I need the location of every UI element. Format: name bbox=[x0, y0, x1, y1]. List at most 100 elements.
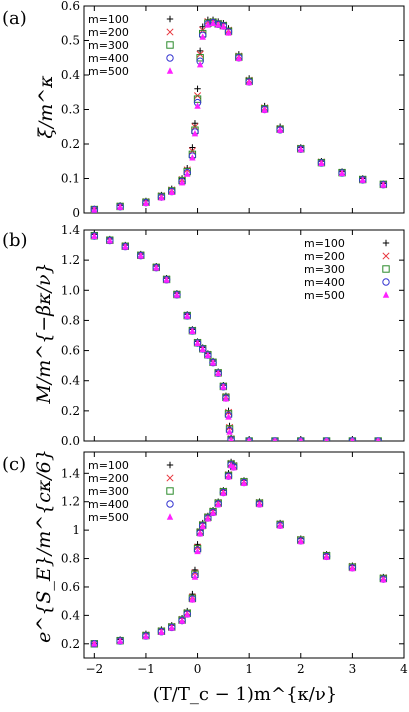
series-m-500 bbox=[91, 461, 387, 647]
x-tick-label: 4 bbox=[400, 662, 408, 676]
data-point bbox=[214, 21, 222, 28]
data-point bbox=[220, 383, 227, 390]
y-tick-label: 0.2 bbox=[61, 637, 80, 651]
legend-entry-marker bbox=[166, 461, 174, 469]
data-point bbox=[168, 624, 175, 631]
data-point bbox=[199, 33, 206, 40]
x-axis-label: (T/T_c − 1)m^{κ/ν} bbox=[153, 684, 338, 705]
data-point bbox=[116, 637, 124, 644]
legend-entry-marker bbox=[382, 252, 390, 260]
data-point bbox=[184, 610, 191, 618]
data-point bbox=[191, 120, 199, 127]
y-tick-label: 1.2 bbox=[61, 253, 80, 267]
panel-c-label: (c) bbox=[2, 454, 26, 475]
legend-entry-label: m=300 bbox=[88, 39, 129, 52]
data-point bbox=[106, 237, 114, 244]
y-tick-label: 0.2 bbox=[61, 137, 80, 151]
panel-a-y-axis-label: ξ/m^κ bbox=[35, 75, 57, 139]
data-point bbox=[349, 564, 356, 572]
data-point bbox=[376, 437, 381, 441]
data-point bbox=[168, 188, 175, 195]
legend-entry-marker bbox=[166, 487, 174, 495]
data-point bbox=[184, 170, 191, 177]
legend-entry-label: m=200 bbox=[88, 472, 129, 485]
data-point bbox=[297, 537, 304, 545]
legend-entry-label: m=500 bbox=[88, 65, 129, 78]
legend-entry-marker bbox=[382, 265, 390, 273]
data-point bbox=[350, 437, 355, 441]
data-point bbox=[338, 169, 346, 177]
data-point bbox=[214, 500, 222, 508]
y-tick-label: 0.4 bbox=[61, 374, 80, 388]
data-point bbox=[220, 489, 227, 496]
legend-entry-label: m=300 bbox=[304, 263, 345, 276]
data-point bbox=[228, 436, 234, 441]
data-point bbox=[122, 243, 129, 250]
data-point bbox=[178, 178, 186, 186]
panel-a: (a) ξ/m^κ 00.10.20.30.40.50.6m=100m=200m… bbox=[2, 0, 405, 220]
data-point bbox=[91, 640, 98, 647]
y-tick-label: 0 bbox=[72, 206, 80, 220]
data-point bbox=[189, 596, 196, 603]
legend-entry-marker bbox=[166, 474, 174, 482]
series-m-500 bbox=[91, 19, 387, 213]
y-tick-label: 0.8 bbox=[61, 313, 80, 327]
data-point bbox=[225, 413, 232, 420]
data-points bbox=[90, 231, 382, 441]
data-point bbox=[158, 194, 165, 201]
series-m-500 bbox=[91, 232, 381, 441]
legend-entry-label: m=200 bbox=[304, 250, 345, 263]
y-tick-label: 1.0 bbox=[61, 283, 80, 297]
x-tick-label: −1 bbox=[137, 662, 155, 676]
data-point bbox=[359, 176, 366, 183]
y-tick-label: 1.4 bbox=[61, 466, 80, 480]
data-point bbox=[225, 29, 232, 36]
data-point bbox=[226, 428, 233, 435]
data-points bbox=[90, 16, 388, 213]
y-tick-label: 1 bbox=[72, 523, 80, 537]
x-tick-label: −2 bbox=[85, 662, 103, 676]
y-tick-label: 0.6 bbox=[61, 344, 80, 358]
data-point bbox=[196, 60, 204, 68]
data-point bbox=[261, 106, 268, 113]
data-point bbox=[142, 632, 150, 640]
data-point bbox=[298, 437, 303, 441]
y-tick-label: 0.3 bbox=[61, 103, 80, 117]
x-tick-label: 1 bbox=[245, 662, 253, 676]
data-point bbox=[91, 232, 98, 240]
data-point bbox=[204, 21, 212, 28]
data-point bbox=[214, 369, 222, 377]
data-point bbox=[380, 181, 387, 188]
data-point bbox=[199, 522, 206, 530]
data-point bbox=[189, 327, 196, 334]
data-point bbox=[323, 553, 330, 560]
y-tick-label: 1.4 bbox=[61, 223, 80, 237]
data-point bbox=[256, 500, 263, 508]
data-point bbox=[196, 47, 204, 55]
data-point bbox=[196, 529, 204, 537]
y-tick-label: 0.0 bbox=[61, 434, 80, 448]
data-point bbox=[297, 145, 304, 153]
data-point bbox=[204, 351, 212, 359]
data-point bbox=[209, 19, 217, 26]
legend-entry-marker bbox=[166, 54, 174, 62]
legend-entry-label: m=400 bbox=[88, 52, 129, 65]
data-point bbox=[191, 573, 199, 580]
data-point bbox=[318, 159, 325, 167]
data-point bbox=[204, 515, 212, 522]
y-tick-label: 0.1 bbox=[61, 172, 80, 186]
data-point bbox=[194, 339, 201, 347]
data-point bbox=[209, 509, 217, 516]
y-tick-label: 0.6 bbox=[61, 0, 80, 13]
data-point bbox=[191, 129, 199, 137]
y-tick-label: 0.8 bbox=[61, 552, 80, 566]
legend-entry-marker bbox=[166, 15, 174, 23]
panel-c-y-axis-label: e^{S_E}/m^{cκ/6} bbox=[33, 449, 55, 643]
panel-b-label: (b) bbox=[2, 230, 28, 251]
x-tick-label: 2 bbox=[297, 662, 305, 676]
y-tick-label: 0.4 bbox=[61, 68, 80, 82]
data-point bbox=[240, 479, 248, 486]
data-point bbox=[91, 206, 98, 213]
y-tick-label: 0.4 bbox=[61, 608, 80, 622]
